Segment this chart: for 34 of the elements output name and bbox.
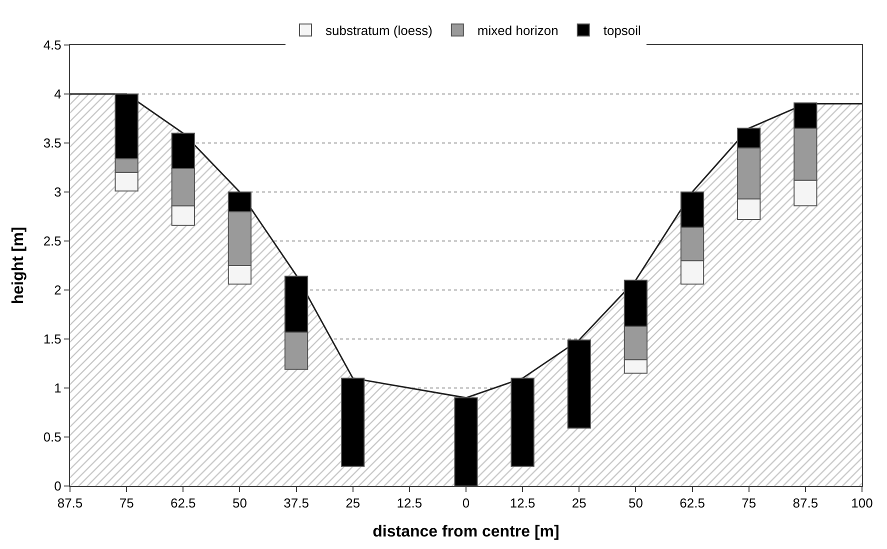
bar xyxy=(454,397,478,486)
bar xyxy=(341,378,365,467)
x-tick-label: 25 xyxy=(346,496,360,511)
bar xyxy=(567,339,591,429)
legend-label: mixed horizon xyxy=(477,23,558,38)
legend-label: topsoil xyxy=(603,23,642,38)
x-axis-title: distance from centre [m] xyxy=(372,523,560,540)
y-axis-title: height [m] xyxy=(10,226,28,304)
y-tick-label: 0 xyxy=(54,478,62,494)
y-tick-label: 2 xyxy=(54,282,62,298)
x-tick-label: 0 xyxy=(462,496,470,511)
x-tick-label: 62.5 xyxy=(170,496,196,511)
legend-label: substratum (loess) xyxy=(326,23,432,38)
y-tick-label: 1 xyxy=(54,380,62,396)
y-tick-label: 0.5 xyxy=(43,430,62,445)
y-tick-label: 4.5 xyxy=(43,38,62,53)
x-tick-label: 75 xyxy=(119,496,134,511)
y-tick-label: 1.5 xyxy=(43,332,62,347)
y-tick-label: 2.5 xyxy=(43,234,62,249)
x-tick-label: 50 xyxy=(628,496,643,511)
bar xyxy=(510,378,534,467)
x-tick-label: 37.5 xyxy=(284,496,309,511)
x-tick-label: 50 xyxy=(232,496,247,511)
y-tick-label: 4 xyxy=(54,86,62,102)
y-tick-label: 3 xyxy=(54,184,62,200)
x-tick-label: 12.5 xyxy=(396,496,422,511)
x-tick-label: 87.5 xyxy=(57,496,83,511)
x-tick-label: 75 xyxy=(742,496,756,511)
x-tick-label: 62.5 xyxy=(680,496,705,511)
x-tick-label: 87.5 xyxy=(792,496,818,511)
x-tick-label: 100 xyxy=(851,496,873,511)
x-tick-label: 12.5 xyxy=(510,496,536,511)
y-tick-label: 3.5 xyxy=(43,136,62,151)
x-tick-label: 25 xyxy=(572,496,586,511)
